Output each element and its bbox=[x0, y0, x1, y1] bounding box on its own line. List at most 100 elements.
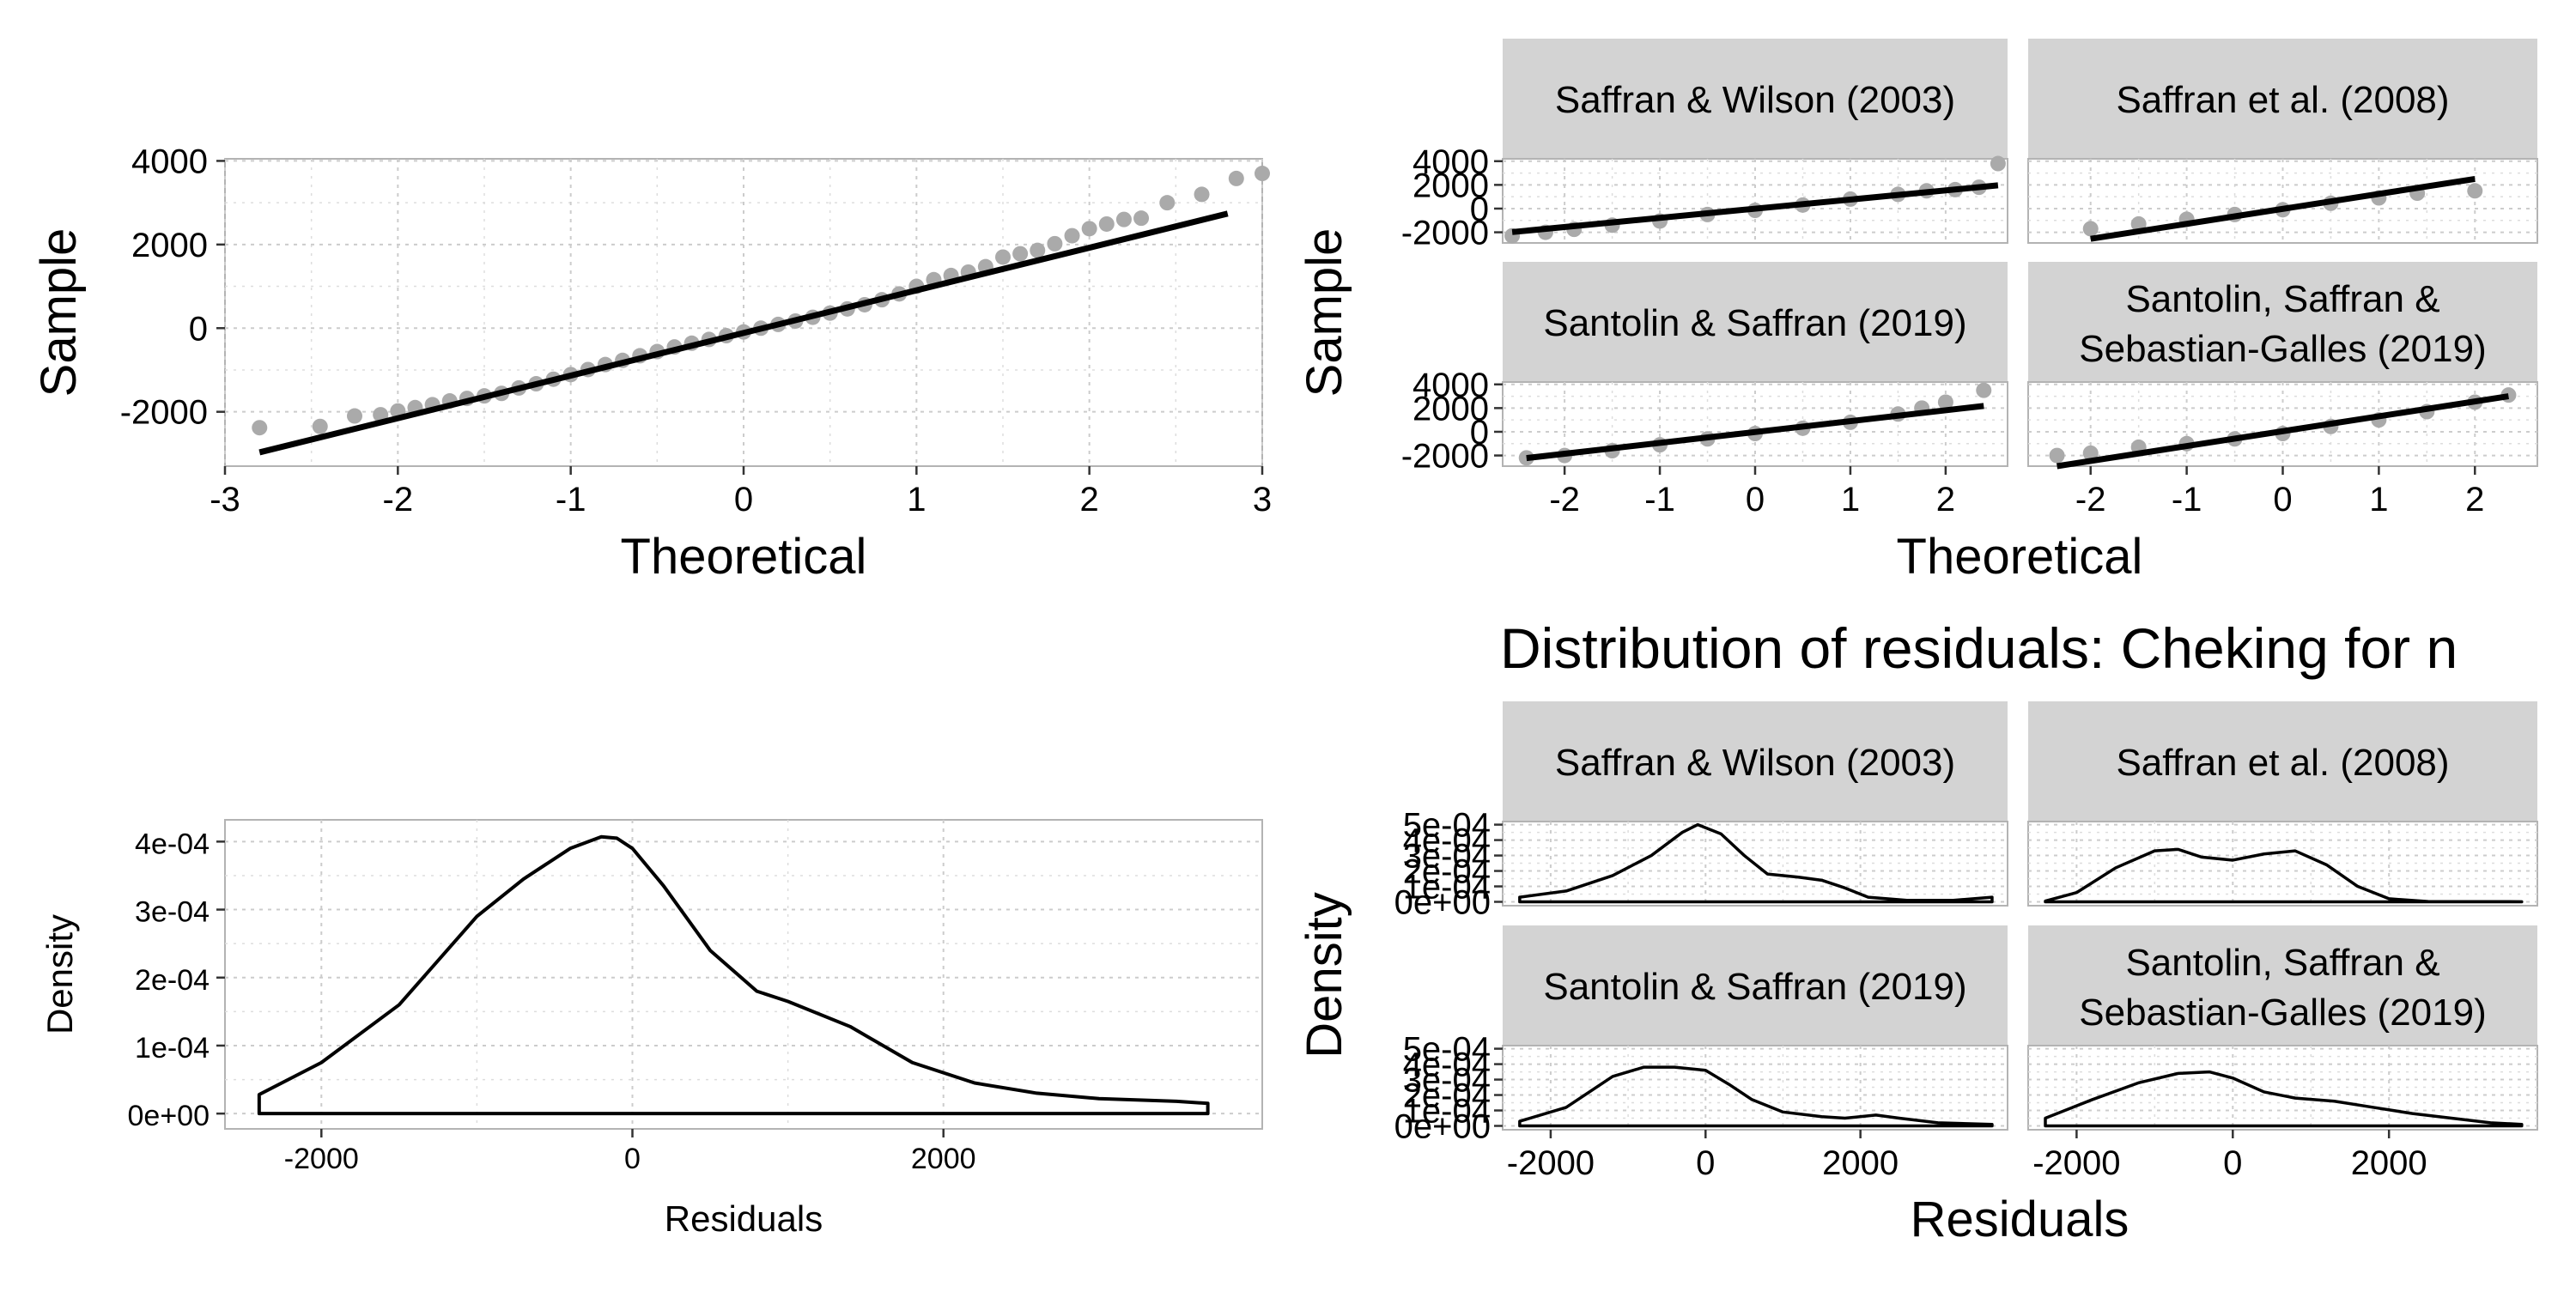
qq-point bbox=[1937, 394, 1953, 410]
x-tick-label: 0 bbox=[1696, 1144, 1715, 1182]
qq-facet-3-strip bbox=[1503, 262, 2008, 382]
y-tick-label: 2000 bbox=[131, 227, 208, 264]
y-axis-title: Sample bbox=[1297, 228, 1352, 397]
y-tick-label: 2000 bbox=[1413, 167, 1489, 204]
y-tick-label: 4e-04 bbox=[1403, 822, 1491, 860]
x-axis-title: Residuals bbox=[665, 1198, 823, 1239]
density-facet-4-background bbox=[2027, 1045, 2538, 1131]
qq-point bbox=[347, 408, 362, 424]
x-tick-label: 1 bbox=[907, 481, 926, 519]
qq-point bbox=[1976, 382, 1992, 398]
qq-point bbox=[995, 249, 1011, 265]
strip-label-line: Sebastian-Galles (2019) bbox=[2079, 328, 2486, 370]
density-pooled-background bbox=[224, 819, 1263, 1130]
qq-point bbox=[1115, 211, 1132, 227]
y-tick-label: 4000 bbox=[131, 143, 208, 180]
x-tick-label: 3 bbox=[1253, 481, 1272, 519]
x-tick-label: 0 bbox=[1746, 481, 1765, 519]
qq-facet-2-reference-line bbox=[2090, 176, 2476, 242]
x-tick-label: 2000 bbox=[911, 1143, 976, 1175]
x-tick-label: 2 bbox=[1936, 481, 1955, 519]
qq-facet-1-strip-label: Saffran & Wilson (2003) bbox=[1555, 79, 1955, 121]
qq-point bbox=[1012, 246, 1029, 262]
x-tick-label: -2000 bbox=[1507, 1144, 1595, 1182]
density-facet-3-strip-label: Santolin & Saffran (2019) bbox=[1543, 966, 1966, 1008]
x-tick-label: 2000 bbox=[2351, 1144, 2427, 1182]
qq-point bbox=[252, 420, 268, 436]
qq-facet-4-reference-line bbox=[2057, 393, 2509, 470]
density-facet-2-strip bbox=[2028, 701, 2537, 822]
x-tick-label: -2000 bbox=[284, 1143, 359, 1175]
y-axis-title: Sample bbox=[31, 228, 87, 397]
qq-point bbox=[312, 418, 328, 434]
y-tick-label: 5e-04 bbox=[1403, 807, 1491, 845]
qq-point bbox=[1081, 221, 1097, 237]
qq-reference-line bbox=[258, 210, 1229, 456]
y-tick-label: 2e-04 bbox=[1403, 1077, 1491, 1115]
qq-point bbox=[1194, 186, 1210, 203]
x-tick-label: -3 bbox=[210, 481, 240, 519]
y-tick-label: 1e-04 bbox=[135, 1032, 210, 1065]
y-axis-title: Density bbox=[1297, 892, 1352, 1058]
y-tick-label: 0e+00 bbox=[1394, 1108, 1491, 1146]
chart-title: Distribution of residuals: Cheking for n bbox=[1500, 616, 2458, 680]
x-tick-label: 0 bbox=[624, 1143, 641, 1175]
density-facet-4-gridlines bbox=[2028, 1046, 2537, 1130]
x-axis-title: Theoretical bbox=[621, 529, 867, 585]
density-facet-4-curve bbox=[2044, 1070, 2524, 1128]
strip-label-line: Sebastian-Galles (2019) bbox=[2079, 992, 2486, 1034]
qq-point bbox=[1064, 227, 1080, 244]
strip-label-line: Santolin, Saffran & bbox=[2125, 942, 2439, 984]
density-facet-2-background bbox=[2027, 821, 2538, 907]
x-tick-label: 1 bbox=[1841, 481, 1860, 519]
y-axis-title: Density bbox=[39, 914, 80, 1034]
density-facet-2-strip-label: Saffran et al. (2008) bbox=[2116, 742, 2449, 784]
y-tick-label: 0e+00 bbox=[1394, 884, 1491, 922]
y-tick-label: 0 bbox=[189, 310, 208, 348]
x-tick-label: -1 bbox=[556, 481, 586, 519]
qq-point bbox=[2049, 447, 2065, 464]
x-tick-label: 0 bbox=[2223, 1144, 2242, 1182]
y-tick-label: 1e-04 bbox=[1403, 869, 1491, 907]
qq-facet-4-strip bbox=[2028, 262, 2537, 382]
density-facet-4-strip bbox=[2028, 925, 2537, 1046]
y-tick-label: 3e-04 bbox=[135, 896, 210, 929]
density-facet-1-strip-label: Saffran & Wilson (2003) bbox=[1555, 742, 1955, 784]
y-tick-label: 2e-04 bbox=[135, 964, 210, 997]
y-tick-label: 0 bbox=[1470, 191, 1489, 228]
y-tick-label: 4000 bbox=[1413, 367, 1489, 404]
qq-point bbox=[1255, 166, 1270, 182]
y-tick-label: 2e-04 bbox=[1403, 853, 1491, 891]
density-facet-1-strip bbox=[1503, 701, 2008, 822]
density-facet-3-background bbox=[1502, 1045, 2008, 1131]
x-axis-title: Residuals bbox=[1911, 1192, 2129, 1247]
qq-point bbox=[2467, 183, 2483, 199]
qq-facet-2-strip bbox=[2028, 39, 2537, 159]
y-tick-label: 0 bbox=[1470, 414, 1489, 452]
y-tick-label: 1e-04 bbox=[1403, 1093, 1491, 1131]
density-facet-1-curve bbox=[1518, 822, 1994, 904]
y-tick-label: 0e+00 bbox=[128, 1100, 210, 1132]
x-tick-label: -2000 bbox=[2032, 1144, 2120, 1182]
qq-point bbox=[1098, 215, 1115, 232]
x-tick-label: 0 bbox=[734, 481, 753, 519]
qq-point bbox=[2082, 221, 2099, 237]
density-facet-3-strip bbox=[1503, 925, 2008, 1046]
x-axis-title: Theoretical bbox=[1897, 529, 2143, 585]
y-tick-label: -2000 bbox=[1401, 215, 1489, 252]
x-tick-label: -2 bbox=[383, 481, 414, 519]
qq-point bbox=[1133, 210, 1150, 227]
density-curve bbox=[257, 834, 1210, 1116]
density-facet-2-curve bbox=[2044, 847, 2524, 904]
strip-label-line: Santolin, Saffran & bbox=[2125, 278, 2439, 320]
x-tick-label: 1 bbox=[2369, 481, 2388, 519]
density-facet-4-strip-label: Santolin, Saffran & Sebastian-Galles (201… bbox=[2079, 942, 2486, 1034]
y-tick-label: 3e-04 bbox=[1403, 838, 1491, 876]
x-tick-label: 2 bbox=[1080, 481, 1099, 519]
y-tick-label: 5e-04 bbox=[1403, 1031, 1491, 1069]
y-tick-label: -2000 bbox=[1401, 438, 1489, 476]
y-tick-label: 4e-04 bbox=[135, 828, 210, 860]
qq-facet-4-strip-label: Santolin, Saffran & Sebastian-Galles (201… bbox=[2079, 278, 2486, 370]
x-tick-label: -1 bbox=[2172, 481, 2202, 519]
